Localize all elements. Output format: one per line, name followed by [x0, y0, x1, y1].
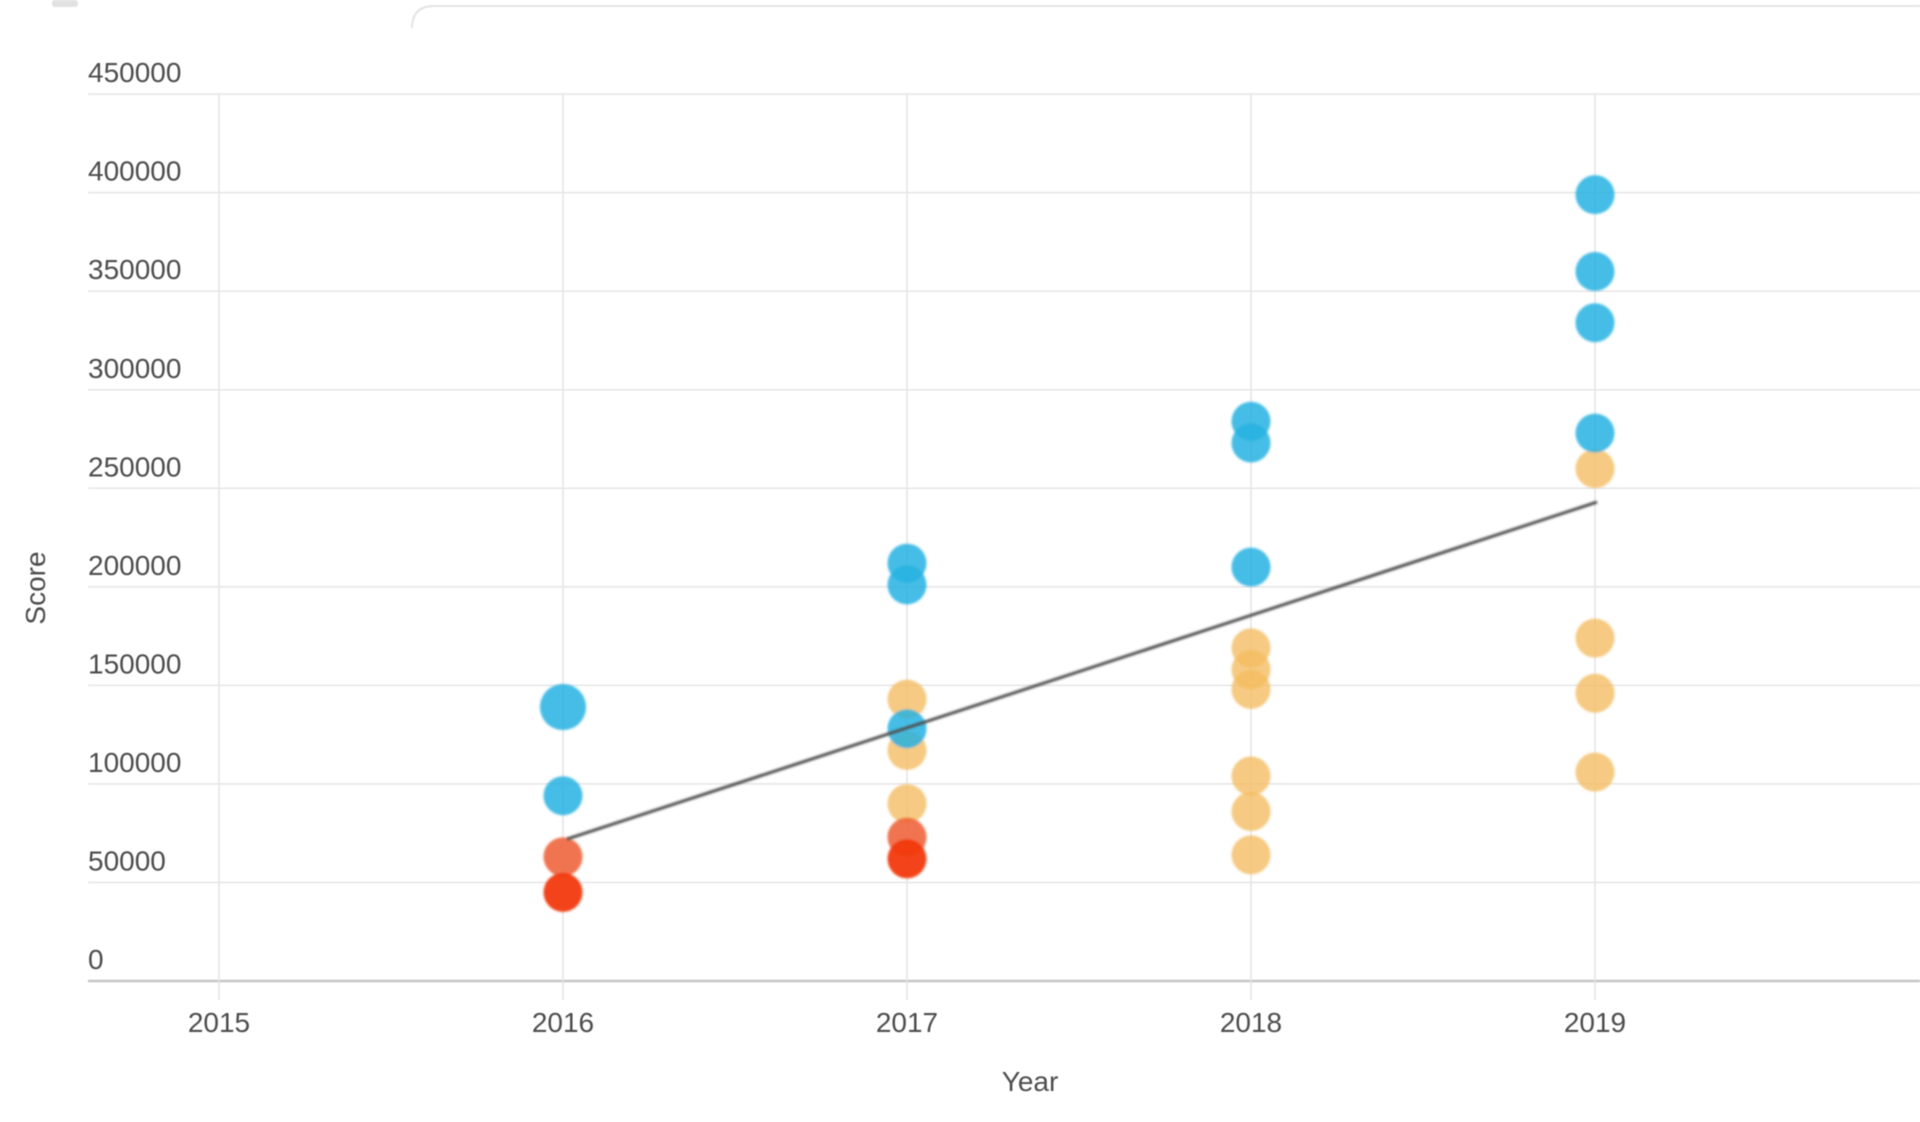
data-point-blue[interactable] [1575, 303, 1615, 343]
data-point-blue[interactable] [1575, 413, 1615, 453]
y-tick-label: 100000 [88, 747, 181, 778]
x-tick-label: 2018 [1220, 1007, 1282, 1038]
x-tick-label: 2019 [1564, 1007, 1626, 1038]
y-tick-label: 150000 [88, 648, 181, 679]
data-point-blue[interactable] [1575, 175, 1615, 215]
data-point-yellow[interactable] [1575, 752, 1615, 792]
grid [88, 93, 1920, 1000]
y-tick-label: 300000 [88, 353, 181, 384]
y-tick-label: 200000 [88, 550, 181, 581]
data-point-yellow[interactable] [1231, 756, 1271, 796]
trendline-layer [566, 500, 1598, 841]
data-point-blue[interactable] [1575, 252, 1615, 292]
data-point-blue[interactable] [543, 776, 583, 816]
data-point-yellow[interactable] [1231, 792, 1271, 832]
data-points [540, 175, 1615, 912]
data-point-yellow[interactable] [1575, 449, 1615, 489]
x-tick-label: 2015 [188, 1007, 250, 1038]
data-point-blue[interactable] [1231, 423, 1271, 463]
x-tick-label: 2016 [532, 1007, 594, 1038]
data-point-yellow[interactable] [1575, 618, 1615, 658]
data-point-red[interactable] [543, 872, 583, 912]
data-point-yellow[interactable] [1231, 835, 1271, 875]
y-axis-title: Score [20, 551, 51, 625]
x-axis-title: Year [1001, 1066, 1059, 1097]
x-tick-label: 2017 [876, 1007, 938, 1038]
data-point-orange[interactable] [543, 837, 583, 877]
data-point-yellow[interactable] [1575, 673, 1615, 713]
ui-fragment [52, 0, 78, 7]
trendline [566, 500, 1598, 841]
y-tick-label: 450000 [88, 57, 181, 88]
data-point-red[interactable] [887, 839, 927, 879]
y-tick-label: 50000 [88, 845, 166, 876]
y-tick-label: 250000 [88, 451, 181, 482]
data-point-yellow[interactable] [1231, 669, 1271, 709]
card-corner-outline [411, 5, 1920, 29]
window-fragments [52, 0, 1920, 29]
data-point-yellow[interactable] [887, 679, 927, 719]
y-tick-label: 400000 [88, 156, 181, 187]
data-point-blue[interactable] [1231, 547, 1271, 587]
y-tick-label: 350000 [88, 254, 181, 285]
data-point-blue[interactable] [887, 565, 927, 605]
data-point-yellow[interactable] [887, 784, 927, 824]
tick-labels: 450000 400000 350000 300000 250000 200000 1500… [88, 57, 1626, 1038]
data-point-blue[interactable] [540, 684, 586, 731]
y-tick-label: 0 [88, 944, 104, 975]
